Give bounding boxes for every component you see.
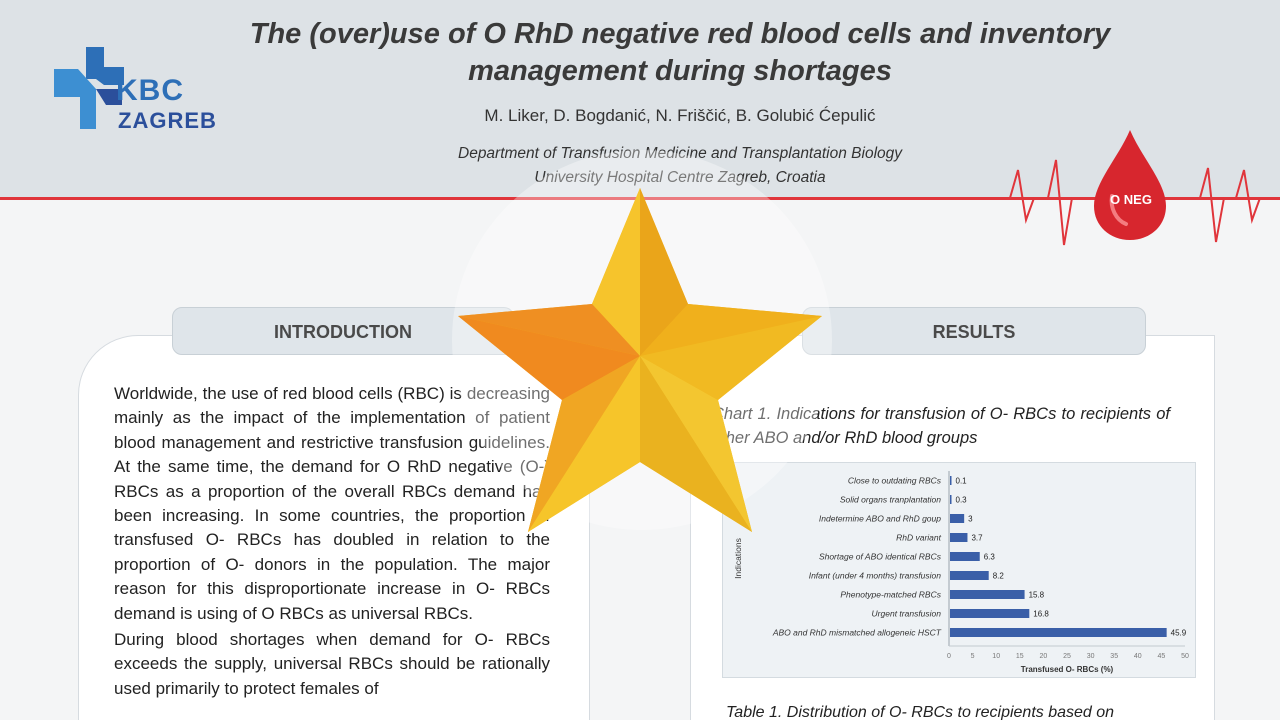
heartbeat-line-icon — [1000, 159, 1280, 246]
introduction-heading: INTRODUCTION — [172, 307, 514, 355]
affiliation: Department of Transfusion Medicine and T… — [240, 142, 1120, 190]
x-tick-label: 5 — [971, 653, 975, 660]
affiliation-hospital: University Hospital Centre Zagreb, Croat… — [534, 169, 826, 186]
x-axis-title: Transfused O- RBCs (%) — [1021, 665, 1114, 674]
x-tick-label: 40 — [1134, 653, 1142, 660]
results-heading: RESULTS — [802, 307, 1146, 355]
data-label: 8.2 — [993, 572, 1005, 581]
x-tick-label: 50 — [1181, 653, 1189, 660]
drop-label: O NEG — [1110, 192, 1152, 207]
category-label: Urgent transfusion — [872, 609, 942, 619]
logo-text-kbc: KBC — [116, 74, 184, 107]
category-label: ABO and RhD mismatched allogeneic HSCT — [772, 628, 942, 638]
x-tick-label: 15 — [1016, 653, 1024, 660]
x-tick-label: 30 — [1087, 653, 1095, 660]
bar — [950, 609, 1030, 618]
category-label: Solid organs tranplantation — [840, 495, 941, 505]
blood-drop-icon — [1094, 130, 1166, 240]
bar — [950, 476, 952, 485]
data-label: 16.8 — [1033, 610, 1049, 619]
category-label: RhD variant — [896, 533, 942, 543]
authors: M. Liker, D. Bogdanić, N. Friščić, B. Go… — [484, 106, 876, 125]
table-caption: Table 1. Distribution of O- RBCs to reci… — [726, 704, 1115, 720]
chart-svg: Close to outdating RBCs 0.1 Solid organs t… — [733, 471, 1189, 674]
introduction-text: Worldwide, the use of red blood cells (R… — [114, 382, 550, 703]
data-label: 0.1 — [956, 477, 968, 486]
introduction-panel — [78, 335, 590, 720]
chart-caption: Chart 1. Indications for transfusion of … — [712, 405, 1170, 447]
bar — [950, 533, 968, 542]
kbc-zagreb-logo-icon — [54, 47, 124, 129]
star-icon — [458, 188, 822, 532]
data-label: 3.7 — [971, 534, 983, 543]
x-tick-label: 10 — [992, 653, 1000, 660]
x-tick-label: 0 — [947, 653, 951, 660]
category-label: Infant (under 4 months) transfusion — [809, 571, 942, 581]
bar — [950, 552, 980, 561]
bar — [950, 590, 1025, 599]
bar — [950, 514, 965, 523]
logo-text-zagreb: ZAGREB — [118, 108, 217, 133]
x-tick-label: 35 — [1110, 653, 1118, 660]
indications-chart: Close to outdating RBCs 0.1 Solid organs t… — [722, 462, 1196, 678]
data-label: 3 — [968, 515, 973, 524]
category-label: Close to outdating RBCs — [848, 476, 942, 486]
data-label: 45.9 — [1171, 629, 1187, 638]
x-tick-label: 45 — [1158, 653, 1166, 660]
category-label: Phenotype-matched RBCs — [840, 590, 941, 600]
bar — [950, 495, 952, 504]
bar — [950, 628, 1167, 637]
category-label: Shortage of ABO identical RBCs — [819, 552, 942, 562]
poster-header — [0, 0, 1280, 200]
category-label: Indetermine ABO and RhD goup — [819, 514, 941, 524]
intro-paragraph-1: Worldwide, the use of red blood cells (R… — [114, 384, 550, 623]
y-axis-title: Indications — [733, 538, 743, 579]
intro-paragraph-2: During blood shortages when demand for O… — [114, 630, 550, 698]
x-tick-label: 25 — [1063, 653, 1071, 660]
bar — [950, 571, 989, 580]
affiliation-department: Department of Transfusion Medicine and T… — [458, 145, 902, 162]
data-label: 6.3 — [984, 553, 996, 562]
x-tick-label: 20 — [1040, 653, 1048, 660]
data-label: 0.3 — [956, 496, 968, 505]
data-label: 15.8 — [1029, 591, 1045, 600]
poster-title: The (over)use of O RhD negative red bloo… — [249, 18, 1111, 87]
